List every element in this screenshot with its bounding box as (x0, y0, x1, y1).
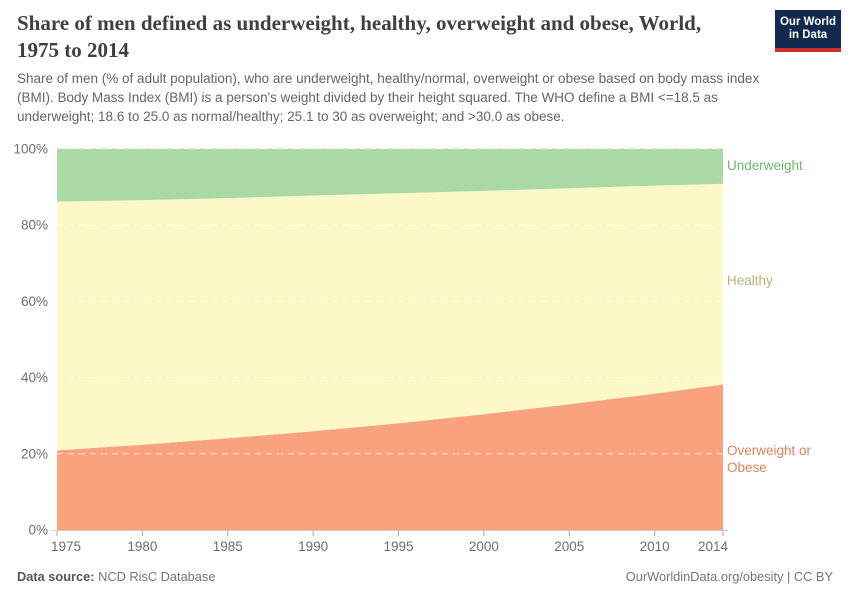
y-tick-label-80pct: 80% (21, 218, 48, 233)
x-tick-label-2010: 2010 (640, 539, 670, 554)
data-source-value: NCD RisC Database (98, 569, 216, 584)
area-underweight (57, 149, 723, 202)
data-source: Data source: NCD RisC Database (17, 569, 215, 584)
x-tick-label-1990: 1990 (298, 539, 328, 554)
chart-subtitle: Share of men (% of adult population), wh… (17, 71, 760, 124)
owid-logo-text: Our World in Data (775, 10, 841, 48)
area-healthy (57, 183, 723, 451)
owid-logo[interactable]: Our World in Data (775, 10, 841, 52)
chart-footer: Data source: NCD RisC Database OurWorldi… (17, 569, 833, 584)
credit-text: OurWorldinData.org/obesity | CC BY (625, 569, 833, 584)
y-tick-label-40pct: 40% (21, 370, 48, 385)
x-tick-label-2005: 2005 (554, 539, 584, 554)
x-tick-label-1995: 1995 (384, 539, 414, 554)
y-tick-label-100pct: 100% (13, 142, 48, 157)
owid-logo-line2: in Data (788, 29, 828, 41)
series-label-overweight-or-obese: Overweight or Obese (727, 443, 812, 475)
x-tick-label-1975: 1975 (51, 539, 81, 554)
series-label-underweight: Underweight (727, 158, 803, 173)
data-source-label: Data source: (17, 569, 95, 584)
y-tick-label-60pct: 60% (21, 294, 48, 309)
page-title: Share of men defined as underweight, hea… (17, 11, 702, 62)
x-tick-label-2000: 2000 (469, 539, 499, 554)
area-overweight-or-obese (57, 384, 723, 530)
y-tick-label-20pct: 20% (21, 446, 48, 461)
x-tick-label-1985: 1985 (213, 539, 243, 554)
y-tick-label-0pct: 0% (28, 523, 48, 538)
series-label-healthy: Healthy (727, 273, 773, 288)
x-tick-label-1980: 1980 (127, 539, 157, 554)
owid-logo-line1: Our World (779, 16, 836, 28)
x-tick-label-2014: 2014 (698, 539, 729, 554)
owid-logo-red-bar (775, 48, 841, 52)
